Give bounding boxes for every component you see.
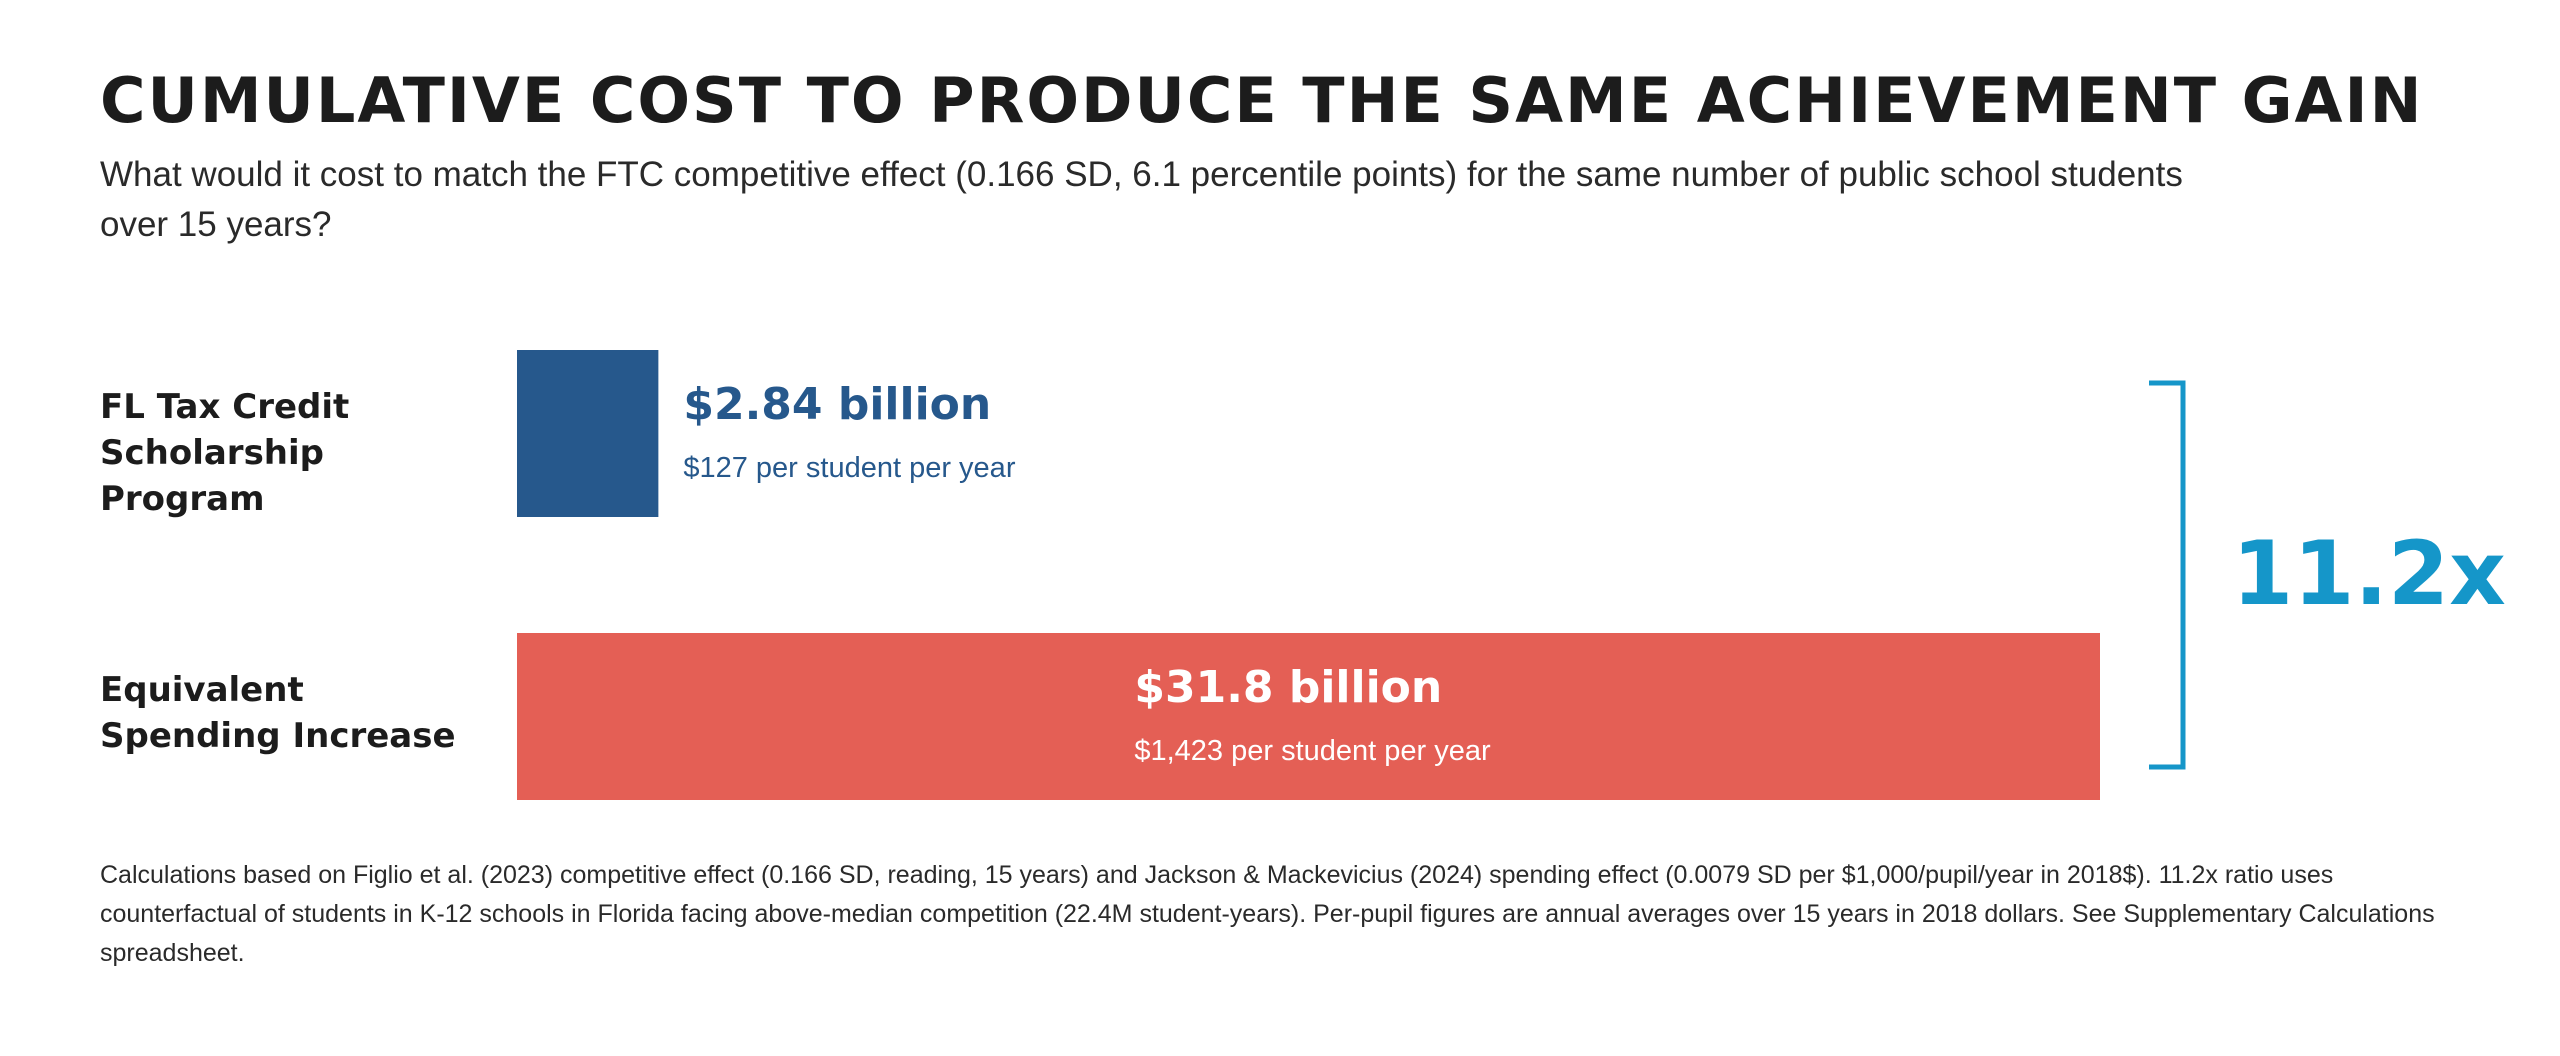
value-label-1: $31.8 billion (1134, 662, 1442, 713)
bar-1 (517, 633, 2100, 800)
category-label-spending-line-2: Spending Increase (100, 716, 456, 756)
footnote: Calculations based on Figlio et al. (202… (100, 861, 2435, 967)
value-label-0: $2.84 billion (683, 379, 991, 430)
category-label-spending: Equivalent Spending Increase (100, 667, 500, 759)
chart-subtitle: What would it cost to match the FTC comp… (100, 155, 2183, 244)
category-label-ftc-line-1: FL Tax Credit (100, 387, 350, 427)
comparison-bracket (2149, 380, 2186, 770)
ratio-label: 11.2x (2232, 522, 2506, 625)
category-label-spending-line-1: Equivalent (100, 670, 304, 710)
chart-title: CUMULATIVE COST TO PRODUCE THE SAME ACHI… (100, 64, 2424, 137)
per-student-label-1: $1,423 per student per year (1134, 735, 1491, 767)
per-student-label-0: $127 per student per year (683, 452, 1015, 484)
category-label-ftc-line-2: Scholarship Program (100, 433, 325, 519)
category-label-ftc: FL Tax Credit Scholarship Program (100, 384, 500, 522)
bar-0 (517, 350, 659, 517)
